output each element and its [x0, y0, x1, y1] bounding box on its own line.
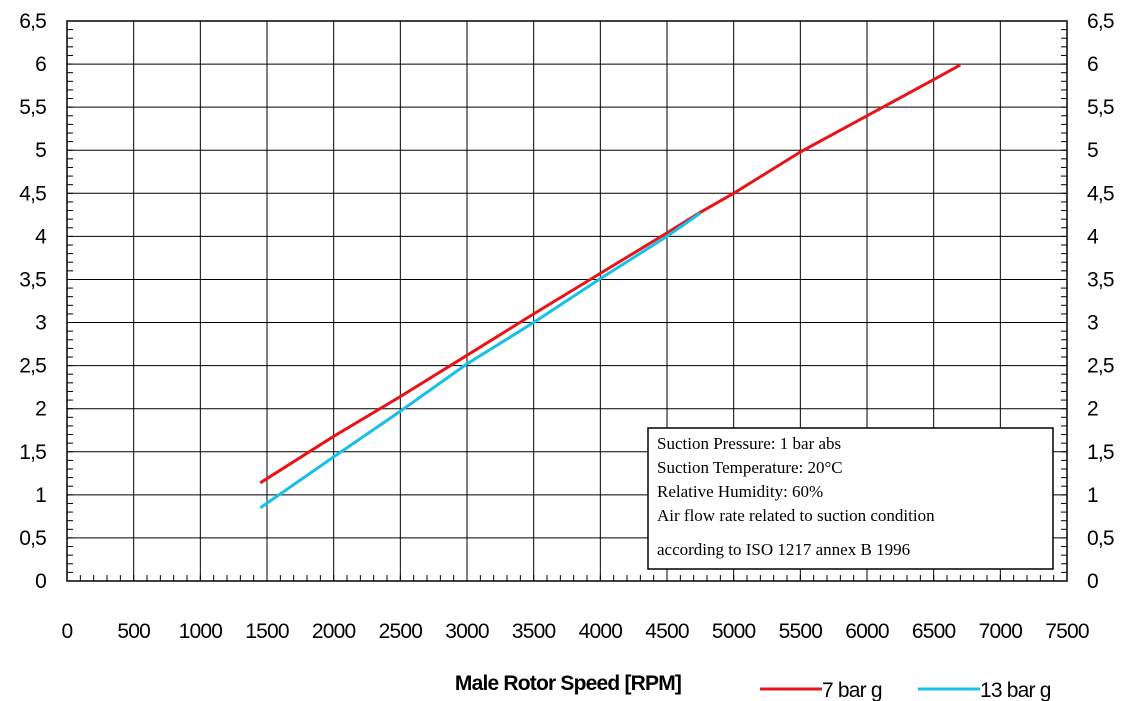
x-tick-label: 500 [117, 620, 150, 643]
x-tick-label: 3500 [512, 620, 556, 643]
y-tick-label-right: 4 [1087, 225, 1099, 248]
legend-item-7-bar-g: 7 bar g [760, 679, 883, 701]
plot-border [66, 20, 1068, 582]
y-tick-label-left: 6 [35, 53, 46, 76]
y-tick-label-right: 1,5 [1087, 441, 1114, 464]
x-tick-label: 2500 [379, 620, 423, 643]
y-tick-label-left: 1 [35, 484, 46, 507]
y-tick-label-left: 6,5 [19, 10, 46, 33]
x-tick-label: 5000 [712, 620, 756, 643]
legend: 7 bar g 13 bar g [760, 679, 1052, 701]
y-tick-label-right: 6,5 [1087, 10, 1114, 33]
x-tick-label: 6500 [912, 620, 956, 643]
annotation-frame [647, 427, 1054, 570]
annotation-box: Suction Pressure: 1 bar abs Suction Temp… [647, 427, 1054, 570]
x-tick-label: 1000 [179, 620, 223, 643]
x-tick-label: 7000 [979, 620, 1023, 643]
x-tick-label: 5500 [779, 620, 823, 643]
y-tick-label-left: 4,5 [19, 182, 46, 205]
y-tick-label-left: 0 [35, 570, 46, 593]
y-tick-label-right: 2,5 [1087, 355, 1114, 378]
y-tick-label-left: 1,5 [19, 441, 46, 464]
annotation-line: Air flow rate related to suction conditi… [657, 506, 935, 525]
y-tick-label-left: 4 [35, 225, 47, 248]
legend-label-7-bar-g: 7 bar g [822, 679, 882, 701]
legend-label-13-bar-g: 13 bar g [980, 679, 1051, 701]
series-line-13-bar-g [259, 211, 702, 510]
y-tick-label-right: 2 [1087, 398, 1098, 421]
annotation-line: Suction Pressure: 1 bar abs [657, 434, 841, 453]
series-line-7-bar-g [259, 63, 962, 485]
x-tick-label: 4500 [645, 620, 689, 643]
x-tick-label: 6000 [845, 620, 889, 643]
x-axis-labels: 0 500 1000 1500 2000 2500 3000 3500 4000 4500 5000… [62, 620, 1090, 643]
x-tick-label: 4000 [579, 620, 623, 643]
x-tick-label: 1500 [245, 620, 289, 643]
y-tick-label-right: 0,5 [1087, 527, 1114, 550]
y-tick-label-left: 0,5 [19, 527, 46, 550]
series-lines [259, 63, 962, 510]
x-tick-label: 3000 [445, 620, 489, 643]
annotation-line: Relative Humidity: 60% [657, 482, 823, 501]
x-tick-label: 0 [62, 620, 73, 643]
y-axis-labels-left: 0 0,5 1 1,5 2 2,5 3 3,5 4 4,5 5 5,5 6 6,5 [19, 10, 48, 593]
y-tick-label-left: 3 [35, 312, 46, 335]
y-tick-label-left: 5,5 [19, 96, 46, 119]
y-tick-label-left: 3,5 [19, 268, 46, 291]
x-axis-title: Male Rotor Speed [RPM] [455, 672, 681, 695]
y-tick-label-right: 0 [1087, 570, 1098, 593]
legend-item-13-bar-g: 13 bar g [918, 679, 1052, 701]
x-tick-label: 7500 [1045, 620, 1089, 643]
y-tick-label-right: 3,5 [1087, 268, 1114, 291]
x-tick-label: 2000 [312, 620, 356, 643]
y-tick-label-right: 3 [1087, 312, 1098, 335]
annotation-line: Suction Temperature: 20°C [657, 458, 843, 477]
y-tick-label-right: 5 [1087, 139, 1098, 162]
y-tick-label-left: 2 [35, 398, 46, 421]
annotation-line: according to ISO 1217 annex B 1996 [657, 540, 910, 559]
minor-ticks [67, 29, 1067, 581]
y-tick-label-left: 2,5 [19, 355, 46, 378]
y-tick-label-right: 5,5 [1087, 96, 1114, 119]
y-axis-labels-right: 0 0,5 1 1,5 2 2,5 3 3,5 4 4,5 5 5,5 6 6,5 [1087, 10, 1115, 593]
y-tick-label-left: 5 [35, 139, 46, 162]
y-tick-label-right: 4,5 [1087, 182, 1114, 205]
y-tick-label-right: 1 [1087, 484, 1098, 507]
y-tick-label-right: 6 [1087, 53, 1098, 76]
